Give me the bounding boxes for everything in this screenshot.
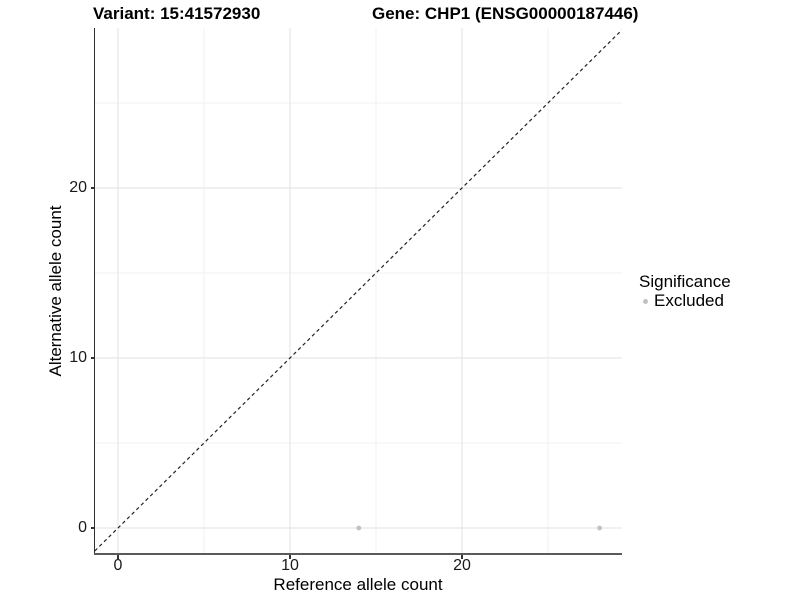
y-tick-label: 10	[69, 349, 87, 366]
y-tick-mark	[90, 357, 95, 359]
x-axis-line	[94, 553, 622, 555]
legend-entry-excluded: Excluded	[639, 292, 731, 310]
plot-panel	[95, 28, 622, 553]
y-tick-label: 20	[69, 179, 87, 196]
plot-title-variant: Variant: 15:41572930	[93, 4, 261, 23]
x-tick-label: 0	[113, 557, 123, 574]
plot-title-gene: Gene: CHP1 (ENSG00000187446)	[372, 4, 639, 23]
x-tick-label: 20	[453, 557, 471, 574]
x-tick-mark	[461, 555, 463, 559]
x-tick-label: 10	[281, 557, 299, 574]
x-tick-mark	[117, 555, 119, 559]
y-tick-mark	[90, 527, 95, 529]
identity-line	[95, 29, 622, 552]
y-axis-line	[94, 28, 96, 555]
x-tick-mark	[289, 555, 291, 559]
panel-canvas	[95, 28, 622, 553]
data-point	[597, 525, 602, 531]
legend-title: Significance	[639, 272, 731, 291]
legend: Significance Excluded	[639, 272, 731, 310]
y-tick-mark	[90, 187, 95, 189]
y-axis-title: Alternative allele count	[46, 205, 65, 377]
legend-point-icon	[643, 298, 648, 304]
data-point	[356, 525, 362, 531]
x-axis-title: Reference allele count	[273, 575, 443, 594]
y-tick-label: 0	[78, 519, 87, 536]
legend-entry-label: Excluded	[654, 291, 724, 310]
